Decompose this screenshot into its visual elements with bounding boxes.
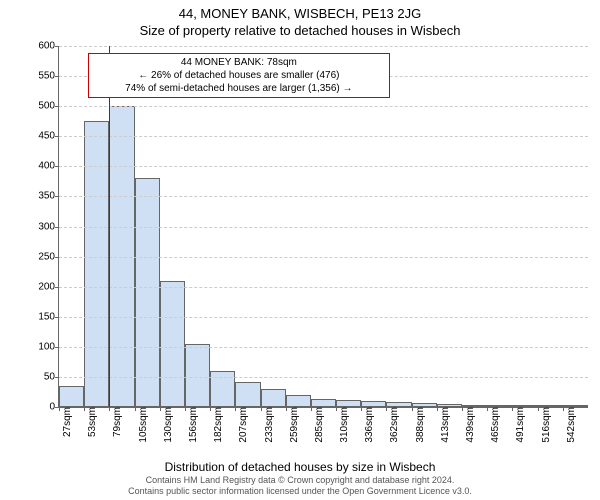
gridline <box>59 227 588 228</box>
y-tick-label: 150 <box>38 311 59 322</box>
footer-line1: Contains HM Land Registry data © Crown c… <box>0 475 600 486</box>
gridline <box>59 257 588 258</box>
x-tick-label: 182sqm <box>210 407 224 443</box>
histogram-bar <box>185 344 210 407</box>
annotation-line: 74% of semi-detached houses are larger (… <box>95 82 383 95</box>
chart-container: Number of detached properties 0501001502… <box>0 42 600 456</box>
gridline <box>59 136 588 137</box>
x-tick-label: 542sqm <box>563 407 577 443</box>
x-tick-label: 130sqm <box>160 407 174 443</box>
x-tick-label: 388sqm <box>412 407 426 443</box>
x-axis-label: Distribution of detached houses by size … <box>0 460 600 474</box>
x-tick-label: 27sqm <box>59 407 73 437</box>
gridline <box>59 196 588 197</box>
histogram-bar <box>286 395 311 407</box>
histogram-bar <box>336 400 361 407</box>
histogram-bar <box>261 389 286 407</box>
x-tick-label: 105sqm <box>135 407 149 443</box>
x-tick-label: 259sqm <box>286 407 300 443</box>
x-tick-label: 79sqm <box>109 407 123 437</box>
x-tick-label: 413sqm <box>437 407 451 443</box>
gridline <box>59 166 588 167</box>
annotation-box: 44 MONEY BANK: 78sqm← 26% of detached ho… <box>88 53 390 98</box>
histogram-bar <box>59 386 84 407</box>
x-tick-label: 362sqm <box>386 407 400 443</box>
x-tick-label: 233sqm <box>261 407 275 443</box>
histogram-bar <box>135 178 160 407</box>
y-tick-label: 100 <box>38 341 59 352</box>
y-tick-label: 500 <box>38 101 59 112</box>
gridline <box>59 347 588 348</box>
annotation-line: ← 26% of detached houses are smaller (47… <box>95 69 383 82</box>
x-tick-label: 465sqm <box>487 407 501 443</box>
footer-line2: Contains public sector information licen… <box>0 486 600 497</box>
y-tick-label: 550 <box>38 71 59 82</box>
x-tick-label: 491sqm <box>512 407 526 443</box>
page-title-line2: Size of property relative to detached ho… <box>0 21 600 38</box>
histogram-bar <box>84 121 109 407</box>
x-tick-label: 516sqm <box>538 407 552 443</box>
x-tick-label: 285sqm <box>311 407 325 443</box>
x-tick-label: 336sqm <box>361 407 375 443</box>
gridline <box>59 377 588 378</box>
y-tick-label: 250 <box>38 251 59 262</box>
gridline <box>59 287 588 288</box>
page-title-line1: 44, MONEY BANK, WISBECH, PE13 2JG <box>0 0 600 21</box>
y-tick-label: 200 <box>38 281 59 292</box>
y-tick-label: 50 <box>44 371 59 382</box>
annotation-line: 44 MONEY BANK: 78sqm <box>95 56 383 69</box>
y-tick-label: 300 <box>38 221 59 232</box>
gridline <box>59 106 588 107</box>
footer-attribution: Contains HM Land Registry data © Crown c… <box>0 475 600 500</box>
x-tick-label: 156sqm <box>185 407 199 443</box>
y-tick-label: 350 <box>38 191 59 202</box>
property-marker-line <box>109 46 110 407</box>
gridline <box>59 317 588 318</box>
x-tick-label: 310sqm <box>336 407 350 443</box>
y-tick-label: 0 <box>49 402 59 413</box>
histogram-bar <box>311 399 336 407</box>
y-tick-label: 450 <box>38 131 59 142</box>
gridline <box>59 46 588 47</box>
histogram-bar <box>160 281 185 407</box>
x-tick-label: 439sqm <box>462 407 476 443</box>
y-tick-label: 400 <box>38 161 59 172</box>
plot-area: 05010015020025030035040045050055060027sq… <box>58 46 588 408</box>
x-tick-label: 53sqm <box>84 407 98 437</box>
histogram-bar <box>235 382 260 407</box>
y-tick-label: 600 <box>38 41 59 52</box>
x-tick-label: 207sqm <box>235 407 249 443</box>
